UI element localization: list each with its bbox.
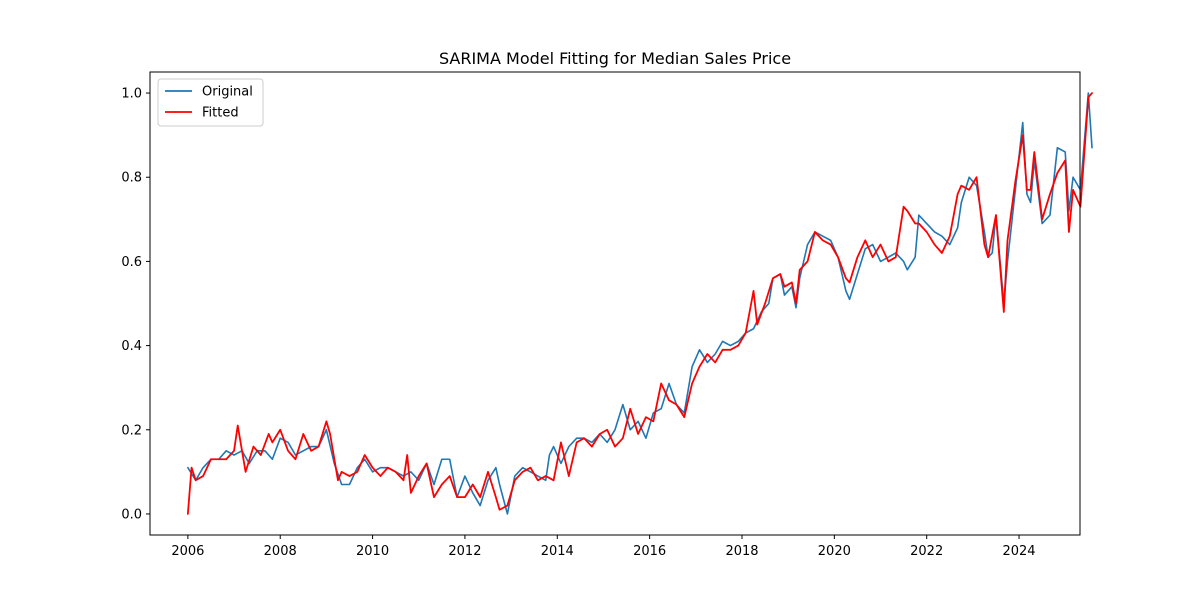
x-tick-label: 2024: [1002, 544, 1035, 559]
series-layer: [186, 92, 1093, 515]
x-tick-label: 2006: [171, 544, 204, 559]
legend: Original Fitted: [157, 78, 264, 127]
x-tick-label: 2016: [633, 544, 666, 559]
x-tick-label: 2010: [356, 544, 389, 559]
x-tick-label: 2008: [264, 544, 297, 559]
y-tick-label: 0.6: [121, 255, 142, 270]
legend-label-original: Original: [202, 85, 253, 100]
x-tick-label: 2020: [818, 544, 851, 559]
y-tick-label: 0.4: [121, 339, 142, 354]
axes-layer: 2006 2008 2010 2012 2014 2016 2018 2020 2022 2024…: [121, 87, 1035, 559]
y-tick-label: 1.0: [121, 87, 142, 102]
legend-label-fitted: Fitted: [202, 106, 239, 121]
x-tick-label: 2018: [725, 544, 758, 559]
series-line-fitted: [186, 92, 1093, 515]
chart-title: SARIMA Model Fitting for Median Sales Pr…: [439, 49, 791, 68]
x-tick-label: 2014: [541, 544, 574, 559]
y-tick-label: 0.0: [121, 507, 142, 522]
x-tick-label: 2012: [448, 544, 481, 559]
y-tick-label: 0.8: [121, 171, 142, 186]
plot-frame: [149, 71, 1081, 536]
x-tick-label: 2022: [910, 544, 943, 559]
y-tick-label: 0.2: [121, 423, 142, 438]
series-line-original: [187, 92, 1093, 515]
